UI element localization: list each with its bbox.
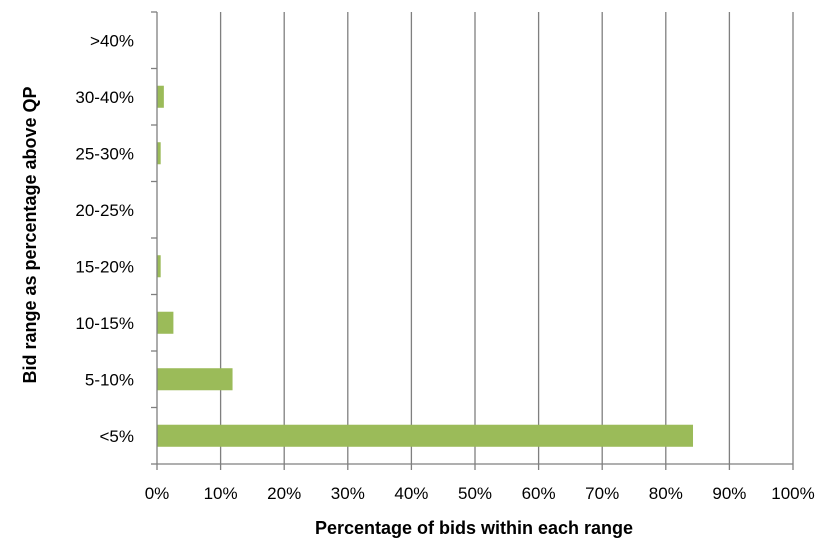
y-tick-label: <5% <box>100 427 135 446</box>
gridlines <box>219 12 794 464</box>
bar <box>157 142 161 165</box>
y-tick-label: >40% <box>90 31 134 50</box>
y-tick-label: 30-40% <box>75 88 134 107</box>
x-tick-label: 90% <box>712 484 746 503</box>
y-tick-label: 25-30% <box>75 144 134 163</box>
x-tick-label: 30% <box>331 484 365 503</box>
x-tick-label: 80% <box>649 484 683 503</box>
bar <box>157 85 164 108</box>
y-tick-label: 15-20% <box>75 257 134 276</box>
y-tick-label: 5-10% <box>85 370 134 389</box>
y-axis-title: Bid range as percentage above QP <box>20 86 40 383</box>
x-tick-label: 60% <box>522 484 556 503</box>
bar <box>157 368 233 391</box>
x-tick-label: 0% <box>145 484 170 503</box>
x-axis-title: Percentage of bids within each range <box>315 518 633 538</box>
y-tick-label: 20-25% <box>75 201 134 220</box>
x-tick-label: 50% <box>458 484 492 503</box>
x-tick-label: 20% <box>267 484 301 503</box>
axes <box>151 11 794 470</box>
y-tick-label: 10-15% <box>75 314 134 333</box>
bar <box>157 255 161 278</box>
bar <box>157 311 174 334</box>
x-tick-label: 100% <box>771 484 814 503</box>
x-tick-label: 40% <box>394 484 428 503</box>
bar <box>157 424 694 447</box>
bars <box>157 85 694 447</box>
x-tick-label: 70% <box>585 484 619 503</box>
x-tick-label: 10% <box>204 484 238 503</box>
tick-labels: 0% 10% 20% 30% 40% 50% 60% 70% 80% 90% 100% <5% 5-10… <box>75 31 814 503</box>
